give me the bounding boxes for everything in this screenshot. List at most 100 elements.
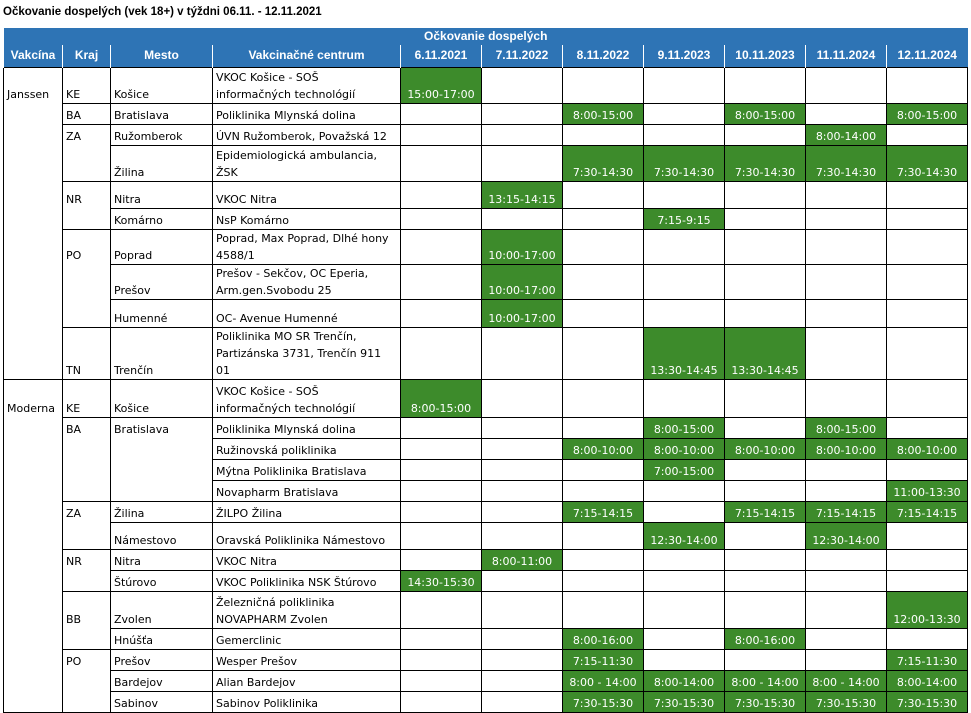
center-cell: Gemerclinic	[212, 627, 401, 650]
slot-empty	[400, 479, 482, 502]
city-cell: Prešov	[110, 648, 213, 670]
center-cell: VKOC Nitra	[212, 548, 401, 571]
slot-empty	[886, 521, 968, 550]
center-cell: Alian Bardejov	[212, 669, 401, 692]
slot-time: 7:15-14:15	[724, 500, 806, 523]
region-cell: KE	[62, 378, 111, 417]
vaccine-cell	[3, 208, 63, 229]
region-cell: BB	[62, 590, 111, 628]
slot-empty	[562, 263, 644, 300]
center-cell: Poliklinika Mlynská dolina	[212, 102, 401, 125]
slot-empty	[481, 102, 563, 125]
slot-empty	[562, 123, 644, 146]
vaccine-cell	[3, 181, 63, 208]
slot-empty	[400, 648, 482, 671]
vaccine-cell	[3, 459, 63, 480]
data-row: PO Prešov Wesper Prešov 7:15-11:30 7:15-11:3…	[3, 648, 968, 671]
vaccine-cell	[3, 438, 63, 459]
city-cell: Námestovo	[110, 521, 213, 549]
slot-empty	[886, 66, 968, 104]
city-cell: Ružomberok	[110, 123, 213, 145]
slot-empty	[643, 228, 725, 265]
slot-empty	[481, 207, 563, 230]
slot-empty	[886, 326, 968, 380]
city-cell: Sabinov	[110, 690, 213, 713]
slot-empty	[805, 66, 887, 104]
slot-empty	[481, 66, 563, 104]
column-header: 9.11.2023	[643, 45, 725, 67]
slot-empty	[400, 627, 482, 650]
slot-time: 7:15-14:15	[886, 500, 968, 523]
city-cell	[110, 459, 213, 480]
slot-time: 10:00-17:00	[481, 298, 563, 328]
slot-empty	[724, 180, 806, 209]
data-row: Humenné OC- Avenue Humenné 10:00-17:00	[3, 298, 968, 328]
city-cell: Žilina	[110, 500, 213, 522]
slot-empty	[643, 648, 725, 671]
slot-empty	[562, 298, 644, 328]
center-cell: ÚVN Ružomberok, Považská 12	[212, 123, 401, 146]
slot-time: 10:00-17:00	[481, 228, 563, 265]
slot-empty	[481, 690, 563, 713]
slot-empty	[562, 378, 644, 418]
slot-time: 8:00-14:00	[805, 123, 887, 146]
slot-empty	[400, 298, 482, 328]
slot-empty	[643, 298, 725, 328]
slot-empty	[805, 180, 887, 209]
slot-empty	[724, 66, 806, 104]
slot-empty	[643, 569, 725, 592]
slot-empty	[562, 548, 644, 571]
column-header: Mesto	[110, 45, 213, 67]
vaccine-cell	[3, 264, 63, 299]
slot-time: 14:30-15:30	[400, 569, 482, 592]
region-cell: PO	[62, 228, 111, 264]
slot-empty	[886, 228, 968, 265]
data-row: Prešov Prešov - Sekčov, OC Eperia, Arm.ge…	[3, 263, 968, 300]
slot-time: 8:00-11:00	[481, 548, 563, 571]
header-row: Vakcína Kraj Mesto Vakcinačné centrum 6.11.2…	[3, 45, 968, 67]
slot-empty	[400, 458, 482, 481]
slot-time: 8:00-15:00	[886, 102, 968, 125]
slot-empty	[643, 66, 725, 104]
slot-empty	[643, 590, 725, 629]
column-header: 7.11.2022	[481, 45, 563, 67]
slot-time: 7:30-14:30	[562, 144, 644, 182]
slot-empty	[724, 298, 806, 328]
slot-empty	[886, 263, 968, 300]
city-cell: Košice	[110, 378, 213, 417]
slot-empty	[643, 378, 725, 418]
slot-time: 13:15-14:15	[481, 180, 563, 209]
center-cell: VKOC Nitra	[212, 180, 401, 209]
slot-time: 8:00-16:00	[562, 627, 644, 650]
column-header: Vakcinačné centrum	[212, 45, 401, 67]
slot-empty	[805, 378, 887, 418]
column-header: 6.11.2021	[400, 45, 482, 67]
vaccine-cell	[3, 570, 63, 591]
slot-empty	[481, 123, 563, 146]
slot-empty	[481, 669, 563, 692]
vaccine-cell	[3, 124, 63, 145]
slot-empty	[400, 590, 482, 629]
slot-empty	[805, 569, 887, 592]
vaccine-cell	[3, 480, 63, 501]
slot-time: 8:00-16:00	[724, 627, 806, 650]
center-cell: Poliklinika MO SR Trenčín, Partizánska 3…	[212, 326, 401, 380]
slot-empty	[724, 569, 806, 592]
banner: Očkovanie dospelých	[3, 28, 968, 45]
slot-empty	[481, 416, 563, 439]
city-cell: Poprad	[110, 228, 213, 264]
slot-empty	[481, 378, 563, 418]
slot-empty	[400, 669, 482, 692]
data-row: Štúrovo VKOC Poliklinika NSK Štúrovo 14:30…	[3, 569, 968, 592]
slot-empty	[400, 437, 482, 460]
data-row: Komárno NsP Komárno 7:15-9:15	[3, 207, 968, 230]
vaccine-cell	[3, 670, 63, 691]
slot-empty	[481, 648, 563, 671]
slot-empty	[805, 590, 887, 629]
page-title: Očkovanie dospelých (vek 18+) v týždni 0…	[3, 6, 322, 18]
slot-time: 8:00 - 14:00	[805, 669, 887, 692]
slot-empty	[886, 123, 968, 146]
slot-empty	[886, 627, 968, 650]
slot-time: 8:00-15:00	[805, 416, 887, 439]
slot-time: 8:00-14:00	[886, 669, 968, 692]
